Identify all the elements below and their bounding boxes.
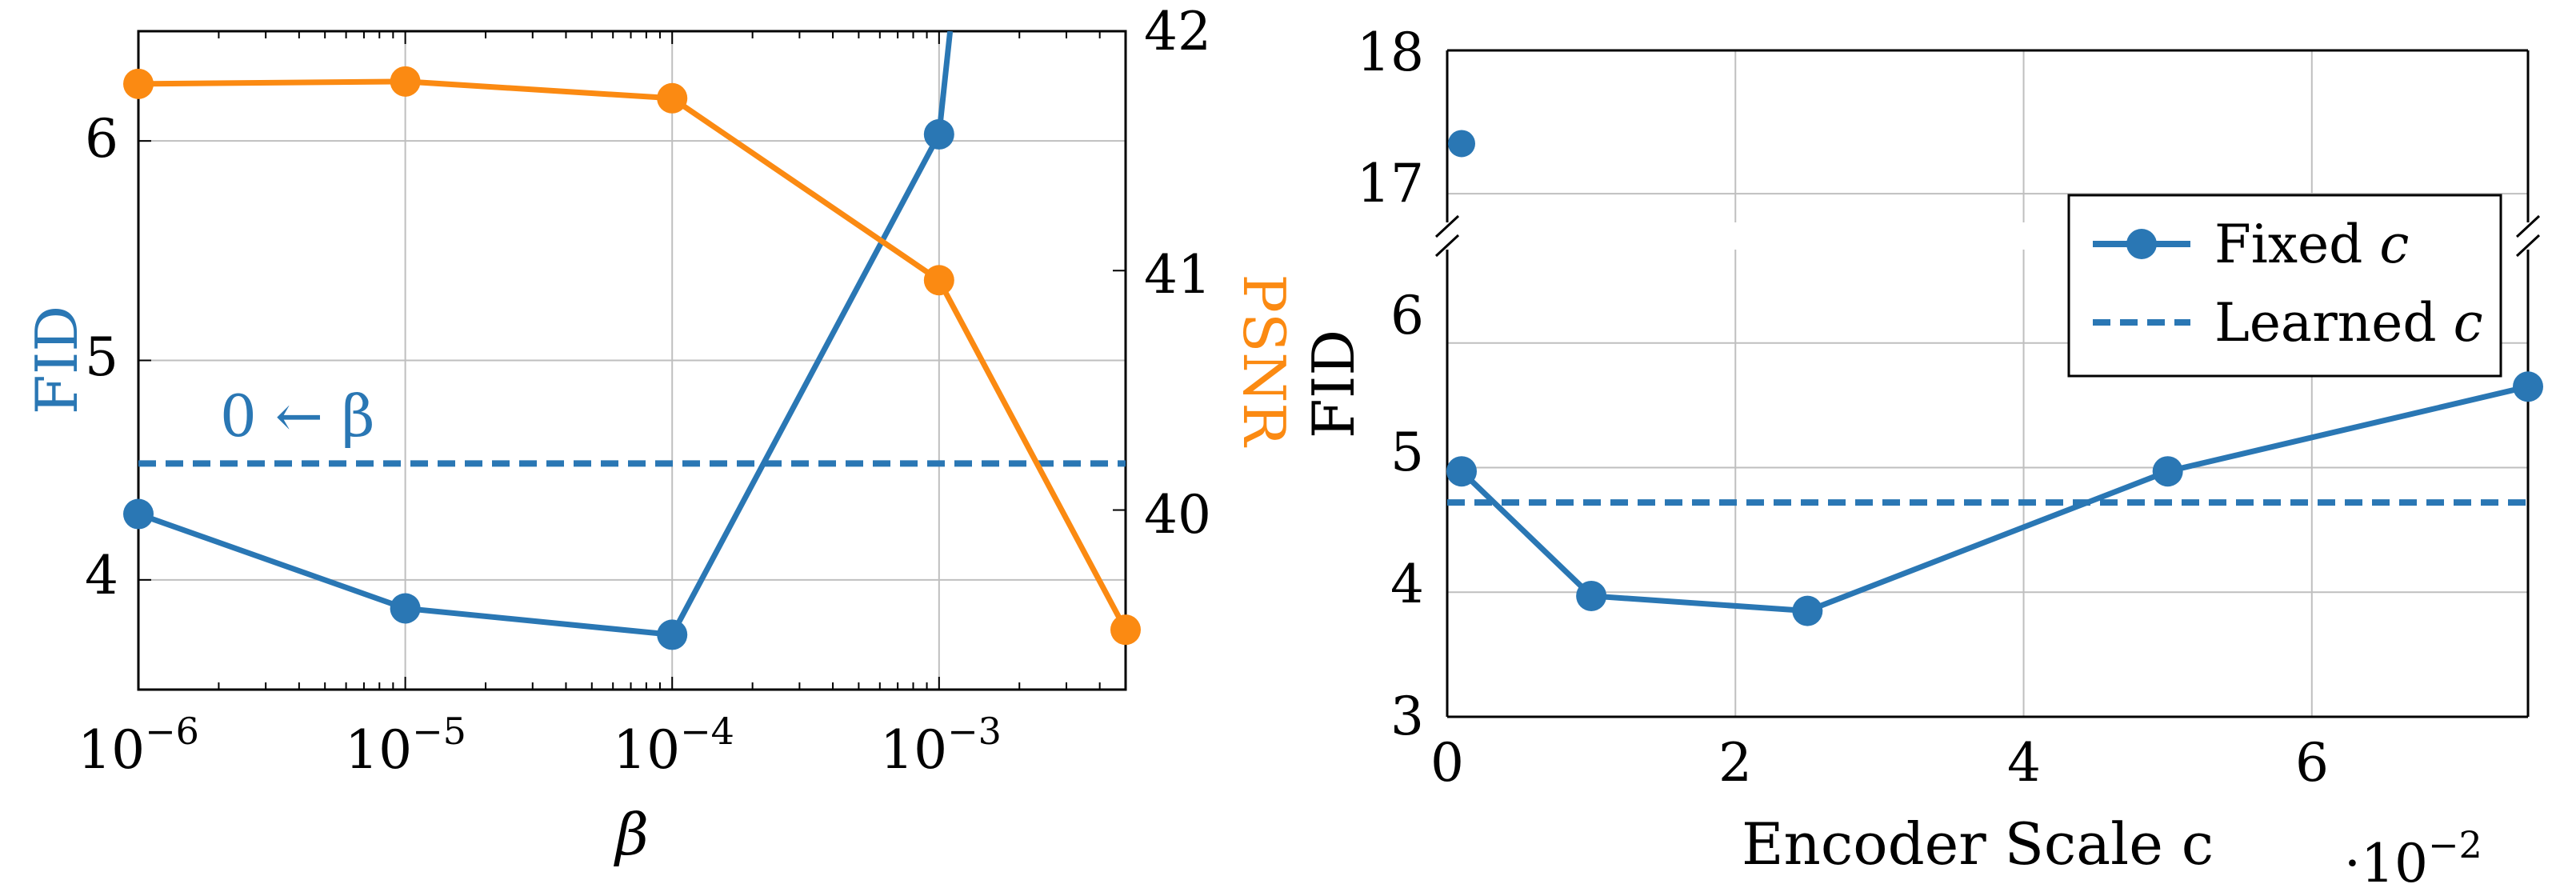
legend: Fixed c Learned c [2067, 194, 2502, 378]
right-y-tick-label: 40 [1144, 484, 1211, 546]
legend-marker-fixed [2126, 229, 2157, 259]
encoder-scale-chart: 3 4 5 6 17 18 0 2 4 6 FID Encoder Scale … [1300, 22, 2543, 894]
series-lines [1446, 130, 2543, 626]
fixed-c-point [2513, 371, 2543, 402]
y-axis-label: FID [1300, 330, 1367, 438]
x-axis-multiplier: ·10−2 [2344, 823, 2482, 894]
data-point-orange [923, 265, 954, 296]
fixed-c-point [1792, 595, 1823, 626]
y-tick-label: 6 [1390, 285, 1424, 346]
x-tick-label: 10−4 [613, 710, 734, 781]
axis-break-marks [1434, 214, 2541, 258]
series-clip-group [123, 31, 1141, 650]
left-y-tick-label: 4 [85, 545, 118, 606]
data-point-orange [390, 66, 421, 97]
left-y-tick-label: 6 [85, 108, 118, 170]
outlier-point [1448, 130, 1476, 158]
data-point-orange [1110, 614, 1141, 646]
left-y-tick-label: 5 [85, 326, 118, 388]
data-point-blue [923, 118, 954, 150]
y-tick-label: 5 [1390, 422, 1424, 483]
x-tick-label: 6 [2295, 732, 2329, 794]
legend-label-fixed: Fixed c [2214, 214, 2409, 275]
data-point-blue [123, 498, 154, 530]
fixed-c-point [1446, 456, 1478, 487]
left-y-axis-label: FID [23, 306, 90, 414]
x-axis-label: β [613, 801, 649, 868]
x-tick-label: 10−6 [78, 710, 199, 781]
fixed-c-point [1576, 580, 1607, 611]
series-line-blue [137, 31, 954, 638]
x-tick-label: 10−3 [880, 710, 1002, 781]
data-point-orange [123, 68, 154, 99]
y-tick-label: 17 [1357, 153, 1424, 214]
grid-lines [138, 31, 1126, 690]
legend-label-learned: Learned c [2214, 292, 2483, 354]
x-tick-label: 10−5 [345, 710, 466, 781]
series-line-orange [138, 78, 1129, 631]
plot-frame [137, 30, 1127, 691]
fixed-c-line [1459, 383, 2529, 614]
x-tick-label: 0 [1430, 732, 1464, 794]
x-axis-label: Encoder Scale c [1742, 810, 2214, 878]
data-point-blue [657, 619, 688, 650]
grid-lines [1446, 50, 2528, 718]
series-lines [123, 31, 1141, 650]
y-tick-label: 18 [1357, 22, 1424, 83]
y-tick-label: 3 [1390, 686, 1424, 747]
data-point-blue [390, 593, 421, 624]
beta-sweep-chart: 10−6 10−5 10−4 10−3 4 5 6 40 41 42 FID P… [23, 1, 1298, 868]
right-y-tick-label: 42 [1144, 1, 1211, 62]
x-tick-label: 2 [1718, 732, 1752, 794]
fixed-c-point [2152, 456, 2183, 487]
y-tick-label: 4 [1390, 554, 1424, 615]
legend-box [2067, 194, 2502, 378]
reference-line-label: 0 ← β [220, 382, 375, 450]
data-point-orange [657, 82, 688, 114]
x-tick-label: 4 [2007, 732, 2041, 794]
right-y-axis-label: PSNR [1230, 274, 1298, 448]
plot-frame [1446, 49, 2530, 718]
right-y-tick-label: 41 [1144, 244, 1211, 306]
